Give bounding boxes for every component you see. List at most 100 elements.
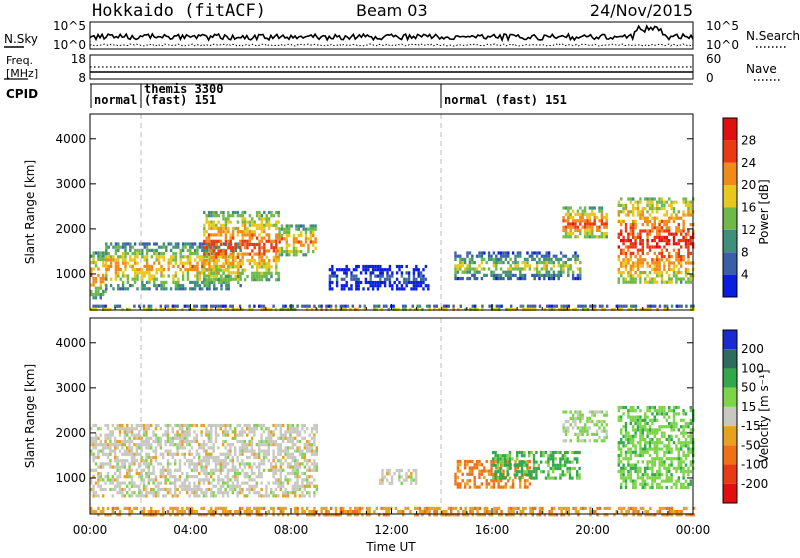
echo-cell	[391, 287, 393, 290]
echo-cell	[92, 443, 94, 446]
echo-cell	[596, 420, 598, 423]
echo-cell	[391, 482, 393, 485]
echo-cell	[300, 244, 302, 247]
echo-cell	[634, 236, 636, 239]
echo-cell	[586, 219, 588, 222]
echo-cell	[675, 255, 677, 258]
echo-cell	[251, 278, 253, 281]
echo-cell	[160, 246, 162, 249]
echo-cell	[690, 213, 692, 216]
cpid-segment-normal-fast: normal (fast) 151	[444, 93, 567, 107]
echo-cell	[167, 472, 169, 475]
echo-cell	[284, 459, 286, 462]
echo-cell	[488, 470, 490, 473]
echo-cell	[510, 277, 512, 280]
echo-cell	[184, 456, 186, 459]
echo-cell	[208, 459, 210, 462]
echo-cell	[639, 242, 641, 245]
echo-cell	[668, 242, 670, 245]
echo-cell	[663, 412, 665, 415]
echo-cell	[217, 491, 219, 494]
echo-cell	[120, 278, 122, 281]
echo-cell	[483, 476, 485, 479]
echo-cell	[117, 274, 119, 277]
echo-cell	[114, 453, 116, 456]
echo-cell	[124, 258, 126, 261]
echo-cell	[131, 510, 133, 513]
echo-cell	[454, 251, 456, 254]
echo-cell	[215, 424, 217, 427]
echo-cell	[174, 462, 176, 465]
echo-cell	[362, 265, 364, 268]
echo-cell	[680, 229, 682, 232]
echo-cell	[151, 255, 153, 258]
echo-cell	[258, 249, 260, 252]
echo-cell	[678, 448, 680, 451]
echo-cell	[203, 469, 205, 472]
echo-cell	[121, 453, 123, 456]
echo-cell	[205, 488, 207, 491]
echo-cell	[239, 488, 241, 491]
echo-cell	[237, 211, 239, 214]
echo-cell	[155, 491, 157, 494]
echo-cell	[234, 434, 236, 437]
echo-cell	[256, 485, 258, 488]
echo-cell	[425, 265, 427, 268]
echo-cell	[266, 275, 268, 278]
echo-cell	[675, 425, 677, 428]
echo-cell	[601, 305, 603, 308]
echo-cell	[164, 469, 166, 472]
echo-cell	[292, 437, 294, 440]
echo-cell	[266, 233, 268, 236]
echo-cell	[668, 435, 670, 438]
echo-cell	[234, 488, 236, 491]
echo-cell	[222, 227, 224, 230]
echo-cell	[572, 271, 574, 274]
echo-cell	[649, 281, 651, 284]
echo-cell	[499, 477, 501, 480]
echo-cell	[215, 265, 217, 268]
echo-cell	[509, 464, 511, 467]
echo-cell	[634, 483, 636, 486]
echo-cell	[273, 240, 275, 243]
echo-cell	[408, 275, 410, 278]
echo-cell	[236, 485, 238, 488]
echo-cell	[115, 271, 117, 274]
echo-cell	[246, 253, 248, 256]
echo-cell	[237, 256, 239, 259]
echo-cell	[254, 253, 256, 256]
echo-cell	[275, 488, 277, 491]
echo-cell	[122, 281, 124, 284]
echo-cell	[343, 271, 345, 274]
beam-title: Beam 03	[356, 1, 428, 20]
echo-cell	[109, 466, 111, 469]
echo-cell	[682, 428, 684, 431]
echo-cell	[606, 213, 608, 216]
echo-cell	[308, 466, 310, 469]
echo-cell	[287, 308, 289, 311]
echo-cell	[92, 456, 94, 459]
echo-cell	[102, 305, 104, 308]
echo-cell	[316, 462, 318, 465]
echo-cell	[454, 258, 456, 261]
echo-cell	[651, 419, 653, 422]
echo-cell	[642, 473, 644, 476]
echo-cell	[675, 412, 677, 415]
echo-cell	[382, 281, 384, 284]
echo-cell	[398, 472, 400, 475]
echo-cell	[488, 473, 490, 476]
echo-cell	[663, 223, 665, 226]
echo-cell	[649, 197, 651, 200]
echo-cell	[126, 427, 128, 430]
echo-cell	[618, 305, 620, 308]
echo-cell	[426, 510, 428, 513]
echo-cell	[639, 419, 641, 422]
echo-cell	[574, 467, 576, 470]
echo-cell	[663, 239, 665, 242]
echo-cell	[241, 446, 243, 449]
echo-cell	[546, 305, 548, 308]
echo-cell	[270, 443, 272, 446]
echo-cell	[102, 488, 104, 491]
echo-cell	[651, 210, 653, 213]
echo-cell	[518, 477, 520, 480]
